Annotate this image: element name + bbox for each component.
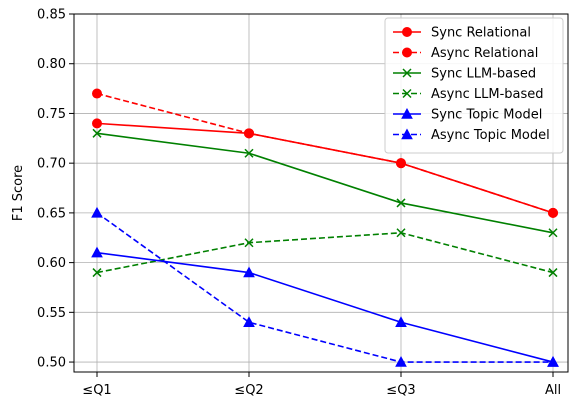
legend-box <box>384 17 564 154</box>
x-tick-label: All <box>545 383 561 398</box>
series-line-sync-llm-based <box>96 132 554 234</box>
series-line-async-relational <box>96 92 554 214</box>
marker-stroke <box>92 268 102 278</box>
y-tick-label: 0.80 <box>37 57 66 72</box>
series-line-async-topic-model <box>96 212 553 363</box>
legend-marker <box>401 128 413 140</box>
data-point-async-topic-model <box>395 356 407 367</box>
series-line-async-llm-based <box>96 231 554 274</box>
x-tick-label: ≤Q3 <box>386 383 415 398</box>
marker-stroke <box>548 268 558 278</box>
data-point-async-relational <box>548 207 558 218</box>
data-point-async-relational <box>396 158 406 169</box>
y-tick-label: 0.85 <box>37 8 66 23</box>
legend-marker <box>402 88 412 99</box>
marker-stroke <box>244 238 254 248</box>
legend-marker <box>402 47 412 58</box>
marker-stroke <box>396 228 406 238</box>
y-tick-label: 0.50 <box>37 356 66 371</box>
x-tick-label: ≤Q1 <box>82 383 111 398</box>
data-point-sync-llm-based <box>92 128 102 138</box>
marker-stroke <box>244 148 254 158</box>
data-point-async-topic-model <box>547 356 559 367</box>
data-point-async-llm-based <box>92 268 102 278</box>
legend-label: Async Topic Model <box>431 128 550 143</box>
data-point-async-topic-model <box>91 206 103 218</box>
data-point-sync-topic-model <box>91 246 103 258</box>
marker-stroke <box>396 198 406 208</box>
ticks: 0.50 0.55 0.60 0.65 0.70 0.75 0.80 0.85 ≤Q1 ≤Q2 ≤Q… <box>37 8 561 399</box>
legend-marker <box>402 27 412 37</box>
marker-stroke <box>92 128 102 138</box>
data-point-async-llm-based <box>548 268 558 278</box>
data-point-async-llm-based <box>396 228 406 238</box>
series-line-sync-topic-model <box>96 251 554 363</box>
legend-marker <box>402 68 412 78</box>
x-tick-label: ≤Q2 <box>234 383 263 398</box>
data-point-async-llm-based <box>244 238 254 248</box>
plot-frame <box>73 13 569 373</box>
legend-label: Sync LLM-based <box>431 67 536 82</box>
data-point-sync-llm-based <box>244 148 254 158</box>
y-tick-label: 0.70 <box>37 157 66 172</box>
data-point-sync-llm-based <box>396 198 406 208</box>
legend-label: Async Relational <box>431 46 538 61</box>
y-axis-label: F1 Score <box>11 165 26 221</box>
data-point-sync-topic-model <box>243 266 255 278</box>
data-point-sync-topic-model <box>395 316 407 328</box>
y-tick-label: 0.55 <box>37 306 66 321</box>
legend-marker <box>401 107 413 119</box>
legend-label: Sync Topic Model <box>431 108 542 123</box>
marker-stroke <box>402 68 412 78</box>
marker-stroke <box>402 88 412 99</box>
marker-stroke <box>548 228 558 238</box>
series-layer <box>91 88 559 367</box>
data-point-async-relational <box>92 88 102 99</box>
legend-label: Async LLM-based <box>431 87 544 102</box>
data-point-async-relational <box>244 128 254 139</box>
data-point-sync-llm-based <box>548 228 558 238</box>
data-point-async-topic-model <box>243 316 255 328</box>
legend-label: Sync Relational <box>431 26 531 41</box>
legend: Sync Relational Async Relational Sync LLM-… <box>384 17 564 154</box>
y-tick-label: 0.65 <box>37 206 66 221</box>
y-tick-label: 0.60 <box>37 256 66 271</box>
y-tick-label: 0.75 <box>37 107 66 122</box>
data-point-sync-relational <box>92 118 102 129</box>
